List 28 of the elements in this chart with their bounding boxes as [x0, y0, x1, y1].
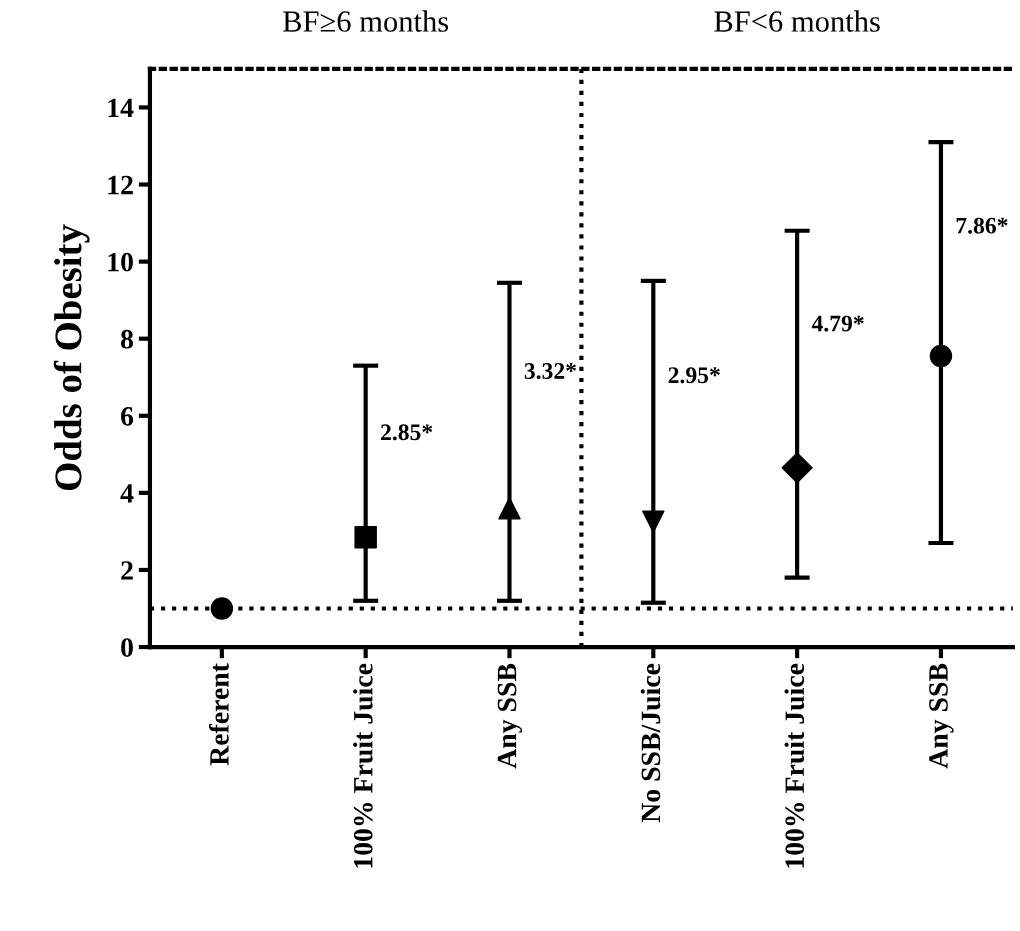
y-tick-label: 4 [120, 484, 134, 503]
text: BF<6 months [714, 10, 880, 32]
annotation: 2.95* [668, 367, 720, 384]
y-tick-label: 12 [108, 175, 133, 195]
y-tick-label: 6 [121, 407, 134, 426]
y-tick-label: 8 [121, 329, 134, 349]
y-tick-label: 2 [121, 561, 133, 580]
x-tick-label: 100% Fruit Juice [353, 663, 373, 868]
x-tick-label: 100% Fruit Juice [784, 663, 805, 868]
x-tick-label: No SSB/Juice [640, 663, 661, 823]
y-tick-label: 0 [121, 638, 133, 657]
point [354, 525, 377, 549]
x-tick-label: Referent [208, 663, 229, 766]
point [781, 452, 813, 484]
x-tick-label: Any SSB [497, 663, 523, 769]
point [642, 510, 665, 534]
point [210, 597, 234, 620]
y-tick-label: 10 [108, 252, 133, 272]
annotation: 4.79* [811, 315, 864, 332]
point [498, 497, 521, 520]
annotation: 7.86* [956, 217, 1008, 234]
text: BF≥6 months [283, 10, 449, 32]
y-tick-label: 14 [108, 98, 134, 118]
x-tick-label: Any SSB [929, 663, 954, 769]
annotation: 3.32* [524, 363, 577, 380]
point [929, 344, 953, 368]
y-axis-title: Odds of Obesity [53, 224, 90, 491]
annotation: 2.85* [381, 424, 433, 441]
